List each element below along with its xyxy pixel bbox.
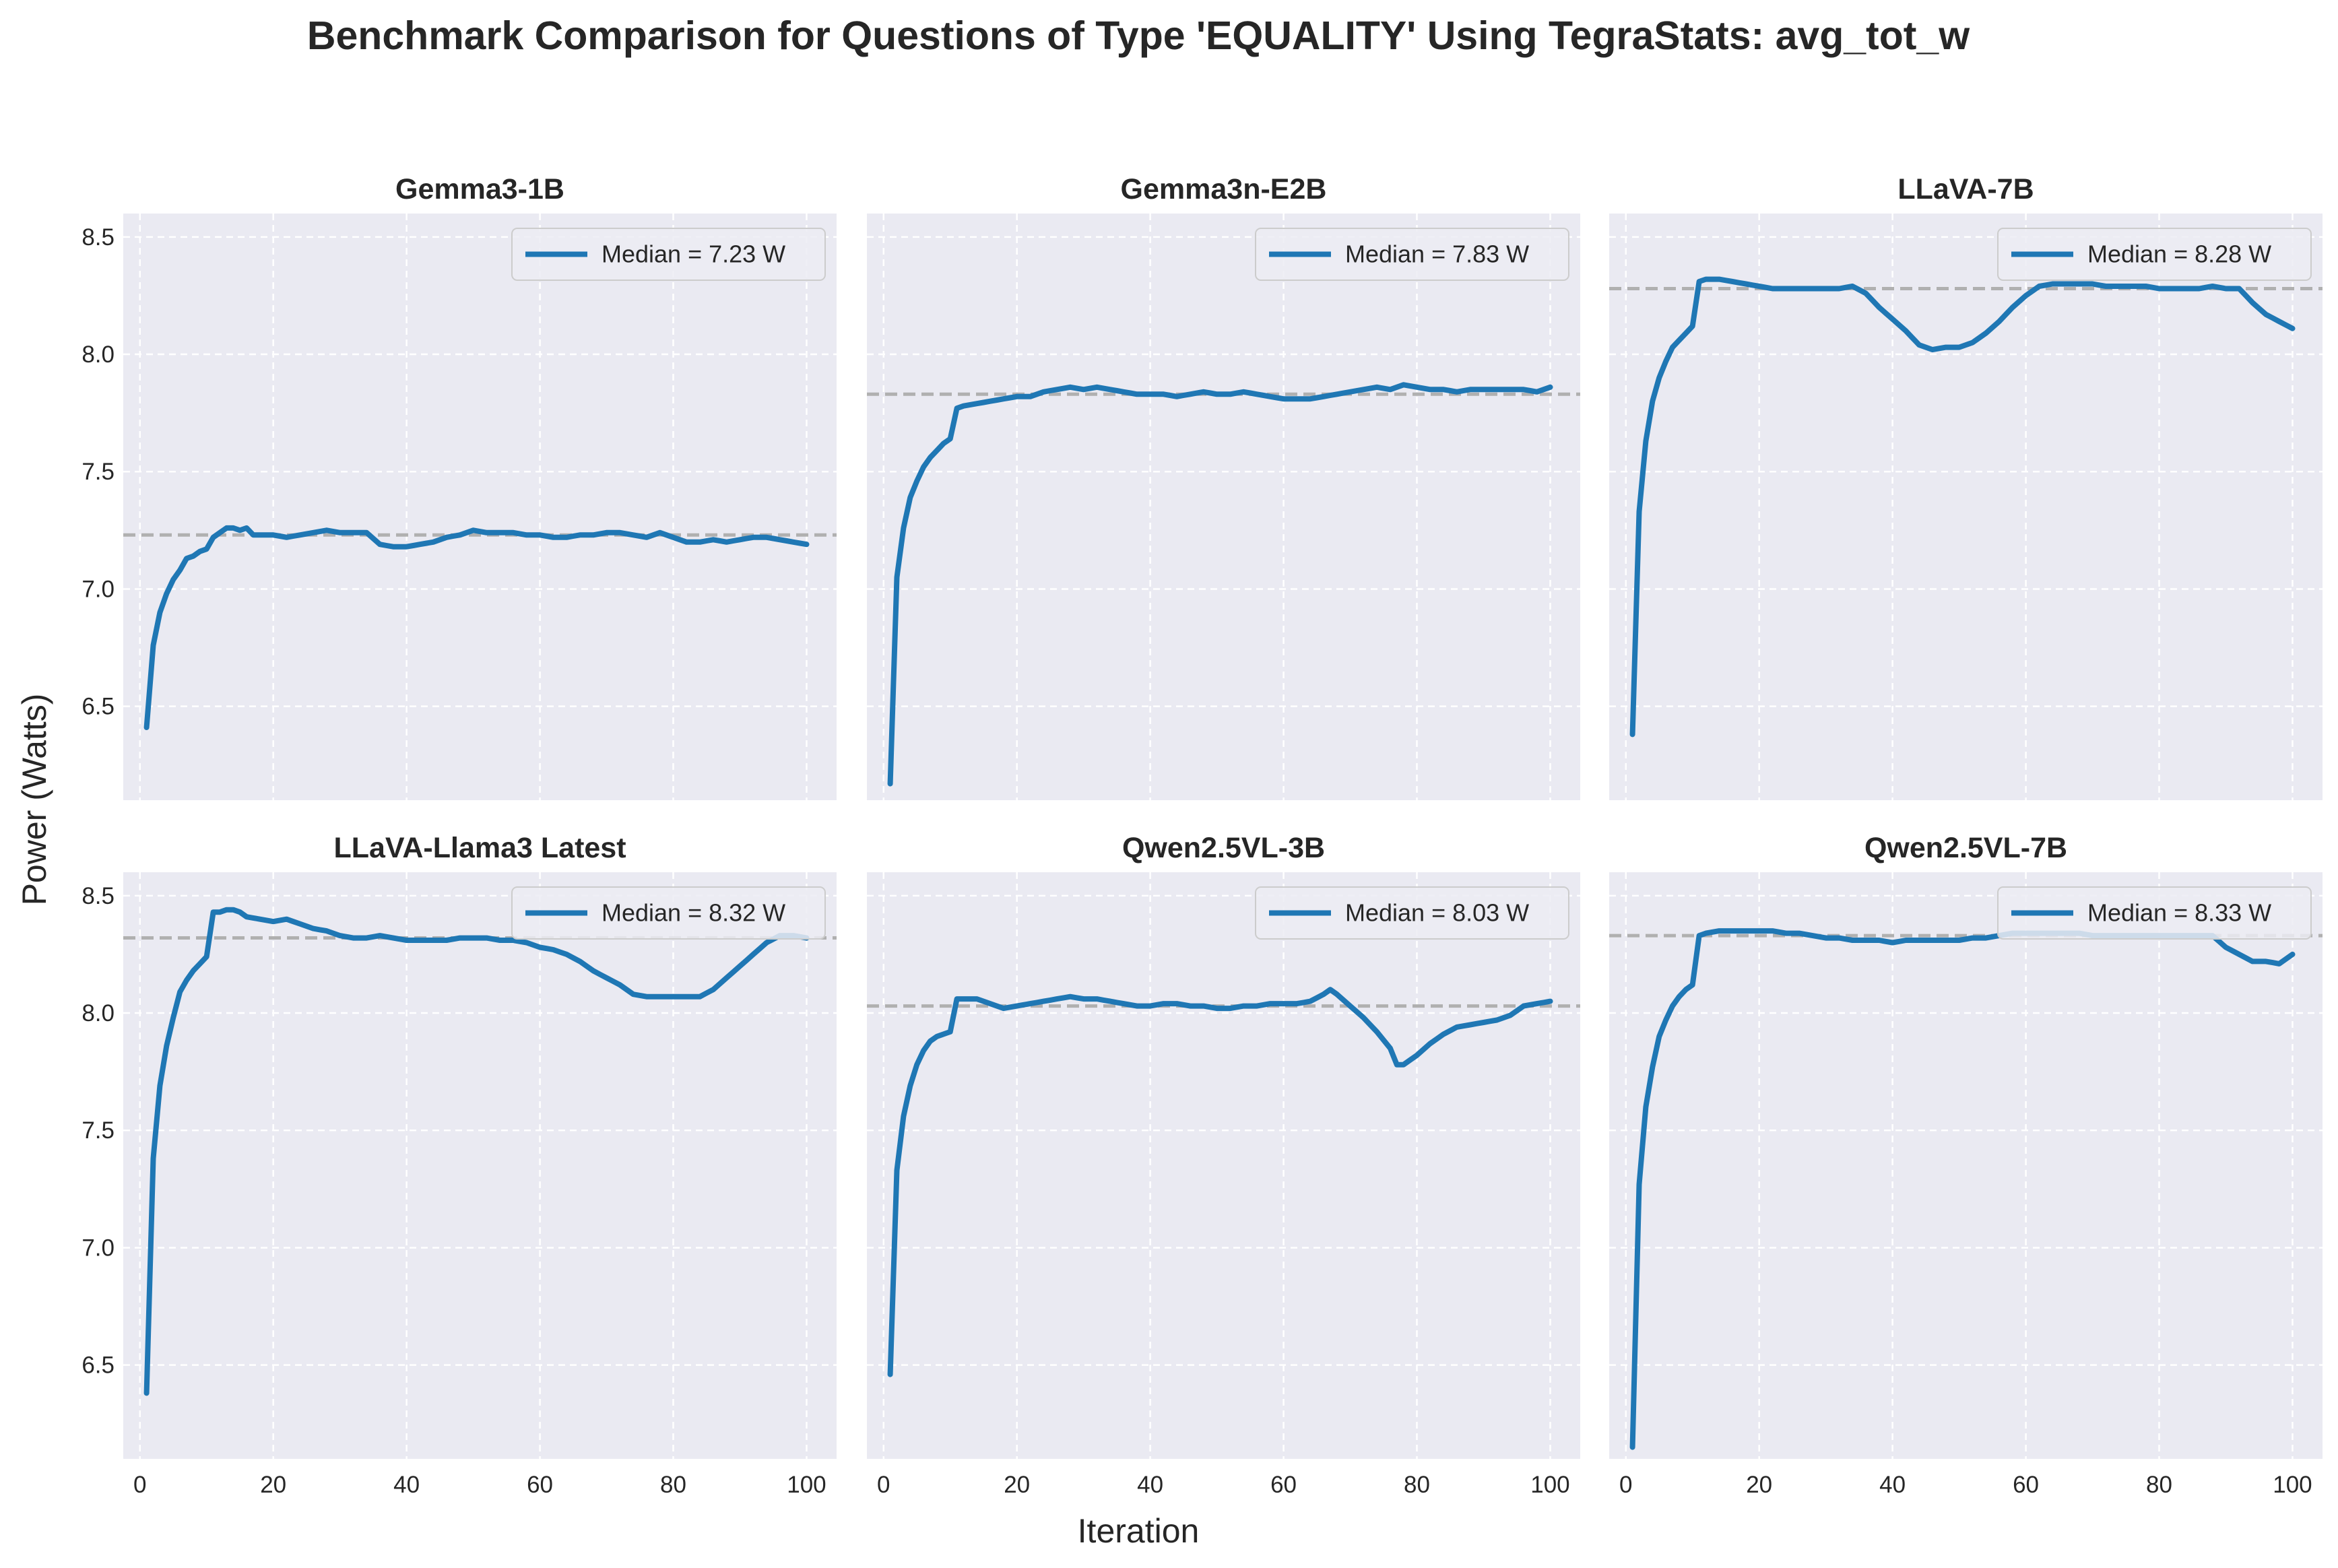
legend-box	[1997, 228, 2312, 281]
y-tick-label: 8.5	[82, 224, 115, 251]
legend-label: Median = 8.03 W	[1345, 899, 1529, 927]
x-tick-label: 80	[2146, 1472, 2172, 1498]
subplot-5: Qwen2.5VL-3B Median = 8.03 W 0 20 40 60 80 100	[867, 832, 1580, 1498]
y-tick-label: 6.5	[82, 694, 115, 720]
x-tick-label: 60	[2013, 1472, 2039, 1498]
series-line	[143, 525, 810, 730]
plot-area	[1609, 872, 2323, 1459]
x-tick-label: 80	[1404, 1472, 1430, 1498]
subplot-title: Qwen2.5VL-7B	[1864, 832, 2067, 864]
x-axis-label: Iteration	[1078, 1512, 1200, 1550]
x-tick-label: 60	[1270, 1472, 1297, 1498]
subplot-title: LLaVA-7B	[1897, 173, 2034, 205]
legend: Median = 8.33 W	[1997, 886, 2312, 940]
series-line	[143, 907, 810, 1396]
legend-label: Median = 7.23 W	[602, 240, 785, 268]
y-tick-label: 8.0	[82, 341, 115, 368]
plot-area	[1609, 214, 2323, 800]
legend-box	[1255, 886, 1569, 940]
figure-title: Benchmark Comparison for Questions of Ty…	[307, 13, 1970, 58]
x-tick-label: 20	[260, 1472, 286, 1498]
plot-area	[867, 214, 1580, 800]
legend: Median = 7.83 W	[1255, 228, 1569, 281]
y-tick-label: 8.0	[82, 1000, 115, 1026]
y-tick-label: 7.0	[82, 1235, 115, 1261]
x-tick-label: 0	[1619, 1472, 1632, 1498]
x-tick-label: 0	[877, 1472, 890, 1498]
x-tick-label: 100	[2273, 1472, 2312, 1498]
subplot-title: Qwen2.5VL-3B	[1122, 832, 1325, 864]
y-tick-label: 7.5	[82, 459, 115, 485]
legend-label: Median = 8.33 W	[2087, 899, 2271, 927]
legend-box	[1255, 228, 1569, 281]
x-tick-label: 100	[1530, 1472, 1569, 1498]
legend-box	[511, 886, 826, 940]
series-line	[1629, 276, 2296, 738]
x-tick-label: 20	[1746, 1472, 1772, 1498]
legend-label: Median = 8.28 W	[2087, 240, 2271, 268]
subplot-title: LLaVA-Llama3 Latest	[333, 832, 626, 864]
x-tick-label: 20	[1004, 1472, 1030, 1498]
subplot-6: Qwen2.5VL-7B Median = 8.33 W 0 20 40 60 80 100	[1609, 832, 2323, 1498]
y-tick-label: 6.5	[82, 1352, 115, 1379]
legend: Median = 8.32 W	[511, 886, 826, 940]
legend: Median = 7.23 W	[511, 228, 826, 281]
x-tick-label: 80	[660, 1472, 686, 1498]
subplot-4: LLaVA-Llama3 Latest Median = 8.32 W 6.5 7.0…	[82, 832, 837, 1498]
y-tick-label: 7.0	[82, 576, 115, 602]
subplot-title: Gemma3-1B	[395, 173, 564, 205]
y-tick-label: 8.5	[82, 883, 115, 909]
series-line	[887, 382, 1553, 787]
legend-label: Median = 8.32 W	[602, 899, 785, 927]
x-tick-label: 40	[1137, 1472, 1163, 1498]
legend-label: Median = 7.83 W	[1345, 240, 1529, 268]
x-tick-label: 40	[393, 1472, 420, 1498]
x-tick-label: 60	[527, 1472, 553, 1498]
subplot-3: LLaVA-7B Median = 8.28 W	[1609, 173, 2323, 800]
x-tick-label: 0	[133, 1472, 146, 1498]
x-tick-label: 40	[1879, 1472, 1906, 1498]
subplot-2: Gemma3n-E2B Median = 7.83 W	[867, 173, 1580, 800]
plot-area	[123, 872, 837, 1459]
subplot-title: Gemma3n-E2B	[1121, 173, 1327, 205]
legend: Median = 8.28 W	[1997, 228, 2312, 281]
plot-area	[867, 872, 1580, 1459]
y-tick-label: 7.5	[82, 1117, 115, 1144]
plot-area	[123, 214, 837, 800]
series-line	[887, 987, 1553, 1377]
legend-box	[1997, 886, 2312, 940]
x-tick-label: 100	[787, 1472, 826, 1498]
y-axis-label: Power (Watts)	[15, 694, 53, 906]
legend-box	[511, 228, 826, 281]
legend: Median = 8.03 W	[1255, 886, 1569, 940]
subplot-1: Gemma3-1B Median = 7.23 W 6.5 7.0 7.5 8.0 8.5	[82, 173, 837, 800]
